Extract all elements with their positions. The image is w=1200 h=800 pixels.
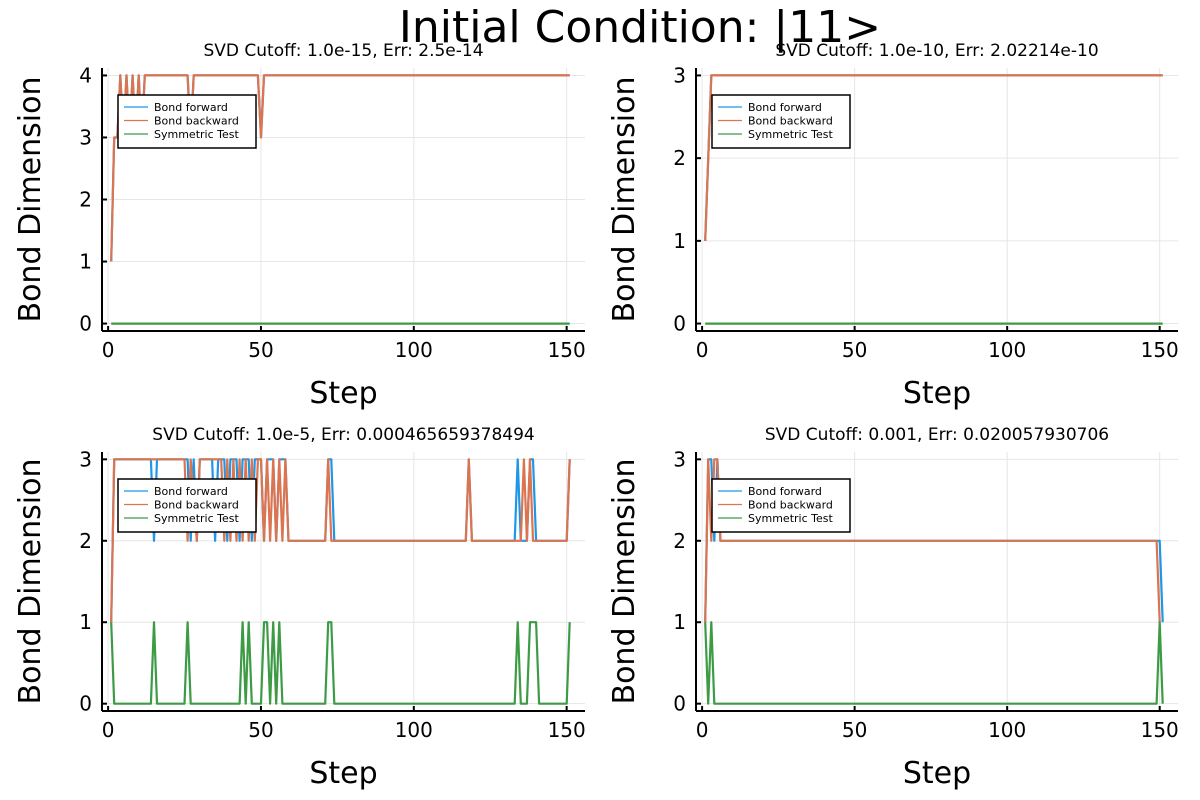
y-tick-label: 3	[673, 447, 686, 471]
legend-label: Bond backward	[154, 499, 239, 512]
legend-label: Symmetric Test	[748, 128, 833, 141]
x-tick-label: 100	[395, 338, 433, 362]
subplot-4: SVD Cutoff: 0.001, Err: 0.020057930706 0 5…	[607, 425, 1179, 791]
legend-label: Bond backward	[154, 115, 239, 128]
legend-label: Bond forward	[748, 101, 822, 114]
legend-label: Bond forward	[748, 485, 822, 498]
x-tick-label: 150	[1141, 718, 1179, 742]
legend-label: Bond backward	[748, 499, 833, 512]
subplot-2: SVD Cutoff: 1.0e-10, Err: 2.02214e-10 0 50…	[607, 41, 1179, 411]
x-axis-label: Step	[903, 756, 971, 791]
y-tick-label: 1	[79, 250, 92, 274]
subplot-title: SVD Cutoff: 0.001, Err: 0.020057930706	[765, 425, 1109, 445]
x-tick-label: 0	[102, 338, 115, 362]
legend-box	[117, 478, 257, 533]
y-tick-label: 1	[673, 610, 686, 634]
subplot-title: SVD Cutoff: 1.0e-15, Err: 2.5e-14	[203, 41, 483, 61]
legend-label: Symmetric Test	[154, 512, 239, 525]
x-tick-label: 150	[548, 718, 586, 742]
x-tick-label: 50	[248, 338, 273, 362]
y-tick-label: 3	[673, 63, 686, 87]
y-tick-label: 0	[79, 312, 92, 336]
subplot-title: SVD Cutoff: 1.0e-5, Err: 0.0004656593784…	[152, 425, 534, 445]
y-axis-label: Bond Dimension	[13, 77, 48, 323]
x-tick-label: 0	[696, 718, 709, 742]
legend-label: Bond backward	[748, 115, 833, 128]
x-tick-label: 50	[842, 338, 867, 362]
figure-suptitle: Initial Condition: |11>	[399, 2, 881, 53]
y-tick-label: 1	[673, 229, 686, 253]
series-line-bond-backward	[704, 458, 1161, 623]
series-line-bond-backward	[110, 458, 571, 623]
y-axis-label: Bond Dimension	[607, 459, 642, 705]
x-tick-label: 100	[988, 718, 1026, 742]
series-line-bond-backward	[110, 74, 570, 262]
y-tick-label: 0	[673, 312, 686, 336]
series-line-bond-backward	[704, 74, 1163, 241]
y-tick-label: 2	[79, 188, 92, 212]
x-tick-label: 0	[102, 718, 115, 742]
x-tick-label: 50	[842, 718, 867, 742]
legend-label: Bond forward	[154, 485, 228, 498]
legend-box	[711, 94, 851, 149]
x-tick-label: 50	[248, 718, 273, 742]
x-tick-label: 150	[548, 338, 586, 362]
series-line-symmetric-test	[704, 621, 1164, 705]
y-tick-label: 2	[673, 146, 686, 170]
subplot-3: SVD Cutoff: 1.0e-5, Err: 0.0004656593784…	[13, 425, 586, 791]
y-axis-label: Bond Dimension	[607, 77, 642, 323]
y-axis-label: Bond Dimension	[13, 459, 48, 705]
y-tick-label: 1	[79, 610, 92, 634]
y-tick-label: 2	[79, 529, 92, 553]
y-tick-label: 3	[79, 125, 92, 149]
y-tick-label: 0	[673, 692, 686, 716]
y-tick-label: 3	[79, 447, 92, 471]
subplot-title: SVD Cutoff: 1.0e-10, Err: 2.02214e-10	[775, 41, 1098, 61]
y-tick-label: 0	[79, 692, 92, 716]
y-tick-label: 2	[673, 529, 686, 553]
x-tick-label: 150	[1141, 338, 1179, 362]
subplot-grid: SVD Cutoff: 1.0e-15, Err: 2.5e-140 50 100 1…	[13, 41, 1179, 791]
legend-label: Symmetric Test	[748, 512, 833, 525]
x-axis-label: Step	[309, 756, 377, 791]
subplot-1: SVD Cutoff: 1.0e-15, Err: 2.5e-14 0 50 100 1…	[13, 41, 586, 411]
legend-box	[711, 478, 851, 533]
x-axis-label: Step	[903, 376, 971, 411]
x-tick-label: 100	[988, 338, 1026, 362]
legend-label: Bond forward	[154, 101, 228, 114]
x-axis-label: Step	[309, 376, 377, 411]
x-tick-label: 0	[696, 338, 709, 362]
y-tick-label: 4	[79, 63, 92, 87]
series-line-symmetric-test	[110, 621, 571, 705]
legend-box	[117, 94, 257, 149]
legend-label: Symmetric Test	[154, 128, 239, 141]
x-tick-label: 100	[395, 718, 433, 742]
